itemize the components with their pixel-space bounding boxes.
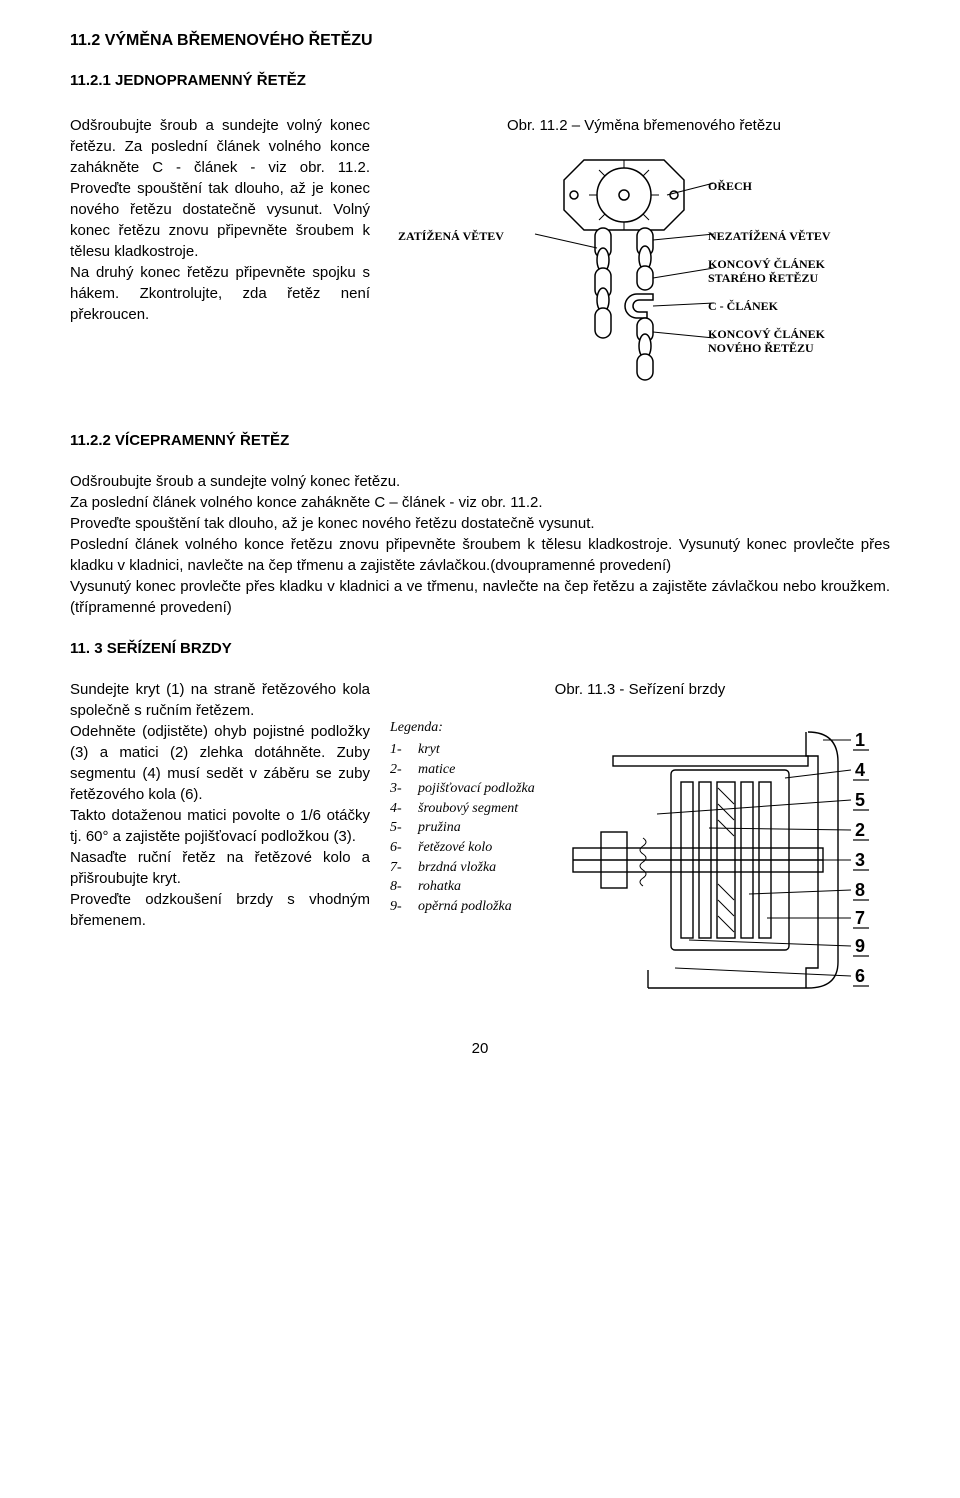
legend-title: Legenda:: [390, 718, 535, 738]
legend-name: rohatka: [418, 877, 461, 897]
heading-11-2-1: 11.2.1 JEDNOPRAMENNÝ ŘETĚZ: [70, 70, 890, 91]
legend-num: 1-: [390, 740, 418, 760]
legend-name: pojišťovací podložka: [418, 779, 535, 799]
label-konc-stary: KONCOVÝ ČLÁNEK STARÉHO ŘETĚZU: [708, 258, 858, 286]
callout-6: 6: [855, 966, 865, 986]
label-c-clanek: C - ČLÁNEK: [708, 298, 778, 315]
legend-row: 8-rohatka: [390, 877, 535, 897]
brake-svg: 1 4 5 2 3 8 7 9 6: [553, 718, 873, 998]
para-7: Sundejte kryt (1) na straně řetězového k…: [70, 679, 370, 721]
col-fig-brake: Obr. 11.3 - Seřízení brzdy Legenda: 1-kr…: [390, 679, 890, 998]
label-nezatizena: NEZATÍŽENÁ VĚTEV: [708, 228, 831, 245]
callout-4: 4: [855, 760, 865, 780]
legend-name: opěrná podložka: [418, 897, 512, 917]
legend-name: pružina: [418, 818, 461, 838]
legend-name: šroubový segment: [418, 799, 518, 819]
legend-num: 9-: [390, 897, 418, 917]
page-number: 20: [70, 1038, 890, 1059]
row-brake: Sundejte kryt (1) na straně řetězového k…: [70, 679, 890, 998]
para-6: Vysunutý konec provlečte přes kladku v k…: [70, 576, 890, 618]
legend-row: 1-kryt: [390, 740, 535, 760]
legend-num: 8-: [390, 877, 418, 897]
fig-112-title: Obr. 11.2 – Výměna břemenového řetězu: [398, 115, 890, 136]
callout-8: 8: [855, 880, 865, 900]
callout-2: 2: [855, 820, 865, 840]
legend-row: 3-pojišťovací podložka: [390, 779, 535, 799]
label-zatizena: ZATÍŽENÁ VĚTEV: [398, 228, 504, 245]
para-4: Proveďte spouštění tak dlouho, až je kon…: [70, 513, 890, 534]
para-5: Poslední článek volného konce řetězu zno…: [70, 534, 890, 576]
para-2: Odšroubujte šroub a sundejte volný konec…: [70, 471, 890, 492]
para-9: Takto dotaženou matici povolte o 1/6 otá…: [70, 805, 370, 847]
heading-11-3: 11. 3 SEŘÍZENÍ BRZDY: [70, 638, 890, 659]
col-text-brake: Sundejte kryt (1) na straně řetězového k…: [70, 679, 370, 931]
legend-num: 7-: [390, 858, 418, 878]
fig-112-wrap: ZATÍŽENÁ VĚTEV OŘECH NEZATÍŽENÁ VĚTEV KO…: [398, 150, 890, 410]
legend-num: 6-: [390, 838, 418, 858]
legend-row: 6-řetězové kolo: [390, 838, 535, 858]
legend-num: 5-: [390, 818, 418, 838]
legend-name: kryt: [418, 740, 440, 760]
legend-row: 2-matice: [390, 760, 535, 780]
callout-9: 9: [855, 936, 865, 956]
para-1: Odšroubujte šroub a sundejte volný konec…: [70, 115, 370, 262]
legend-row: 9-opěrná podložka: [390, 897, 535, 917]
para-3: Za poslední článek volného konce zahákně…: [70, 492, 890, 513]
para-8: Odehněte (odjistěte) ohyb pojistné podlo…: [70, 721, 370, 805]
callout-7: 7: [855, 908, 865, 928]
legend-num: 2-: [390, 760, 418, 780]
row-chain: Odšroubujte šroub a sundejte volný konec…: [70, 115, 890, 410]
para-11: Proveďte odzkoušení brzdy s vhodným břem…: [70, 889, 370, 931]
legend-block: Legenda: 1-kryt2-matice3-pojišťovací pod…: [390, 718, 535, 916]
legend-name: brzdná vložka: [418, 858, 496, 878]
legend-row: 5-pružina: [390, 818, 535, 838]
legend-row: 7-brzdná vložka: [390, 858, 535, 878]
col-fig-chain: Obr. 11.2 – Výměna břemenového řetězu ZA…: [398, 115, 890, 410]
fig-113-title: Obr. 11.3 - Seřízení brzdy: [390, 679, 890, 700]
legend-num: 4-: [390, 799, 418, 819]
heading-11-2-2: 11.2.2 VÍCEPRAMENNÝ ŘETĚZ: [70, 430, 890, 451]
callout-3: 3: [855, 850, 865, 870]
heading-11-2: 11.2 VÝMĚNA BŘEMENOVÉHO ŘETĚZU: [70, 30, 890, 52]
callout-1: 1: [855, 730, 865, 750]
legend-name: matice: [418, 760, 455, 780]
legend-row: 4-šroubový segment: [390, 799, 535, 819]
label-orech: OŘECH: [708, 178, 752, 195]
callout-5: 5: [855, 790, 865, 810]
legend-name: řetězové kolo: [418, 838, 492, 858]
label-konc-novy: KONCOVÝ ČLÁNEK NOVÉHO ŘETĚZU: [708, 328, 858, 356]
para-10: Nasaďte ruční řetěz na řetězové kolo a p…: [70, 847, 370, 889]
col-text-chain: Odšroubujte šroub a sundejte volný konec…: [70, 115, 370, 325]
para-1b: Na druhý konec řetězu připevněte spojku …: [70, 262, 370, 325]
legend-num: 3-: [390, 779, 418, 799]
